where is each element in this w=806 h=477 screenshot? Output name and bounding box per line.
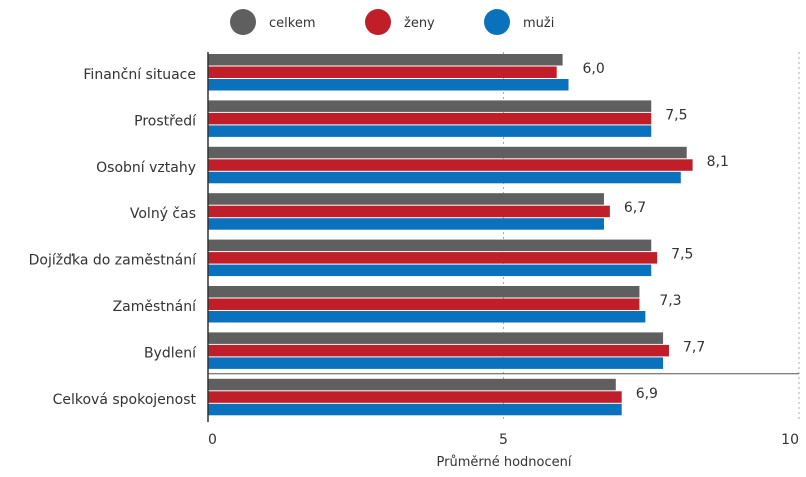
category-label-2: Osobní vztahy xyxy=(96,160,196,176)
bar-4-1 xyxy=(208,252,658,264)
bar-5-0 xyxy=(208,286,640,298)
x-tick-label-0: 0 xyxy=(208,432,217,448)
legend-marker-1 xyxy=(365,9,391,35)
bar-0-0 xyxy=(208,54,563,66)
category-label-5: Zaměstnání xyxy=(113,299,198,315)
bar-4-2 xyxy=(208,264,652,277)
bar-3-1 xyxy=(208,205,610,218)
bar-7-0 xyxy=(208,378,616,391)
legend-label-0: celkem xyxy=(269,16,315,31)
data-label-4: 7,5 xyxy=(671,247,693,263)
data-label-3: 6,7 xyxy=(624,200,646,216)
bar-5-1 xyxy=(208,298,640,310)
bar-2-1 xyxy=(208,159,693,171)
category-labels: Finanční situace Prostředí Osobní vztahy Vo… xyxy=(29,67,197,408)
bar-0-1 xyxy=(208,66,557,78)
x-axis: 0 5 10 xyxy=(207,52,799,448)
data-label-5: 7,3 xyxy=(659,293,681,309)
x-tick-label-1: 5 xyxy=(499,432,508,448)
bar-3-2 xyxy=(208,218,604,230)
bar-1-0 xyxy=(208,100,652,112)
category-label-1: Prostředí xyxy=(134,113,197,129)
data-label-2: 8,1 xyxy=(707,154,729,170)
legend-marker-2 xyxy=(484,9,510,35)
bar-1-1 xyxy=(208,112,652,125)
legend-label-2: muži xyxy=(523,16,554,31)
data-label-1: 7,5 xyxy=(665,107,687,123)
bar-7-2 xyxy=(208,403,622,416)
bar-1-2 xyxy=(208,125,652,137)
bar-4-0 xyxy=(208,239,652,252)
category-label-3: Volný čas xyxy=(130,206,196,222)
legend-marker-0 xyxy=(230,9,256,35)
x-axis-title: Průměrné hodnocení xyxy=(437,455,572,470)
category-label-6: Bydlení xyxy=(144,345,197,361)
bar-6-1 xyxy=(208,344,669,357)
x-tick-label-2: 10 xyxy=(781,432,799,448)
category-label-7: Celková spokojenost xyxy=(53,392,197,408)
data-label-7: 6,9 xyxy=(636,386,658,402)
bar-2-2 xyxy=(208,171,681,184)
data-labels: 6,0 7,5 8,1 6,7 7,5 7,3 7,7 6,9 xyxy=(583,61,729,402)
category-label-4: Dojížďka do zaměstnání xyxy=(29,253,197,269)
bar-0-2 xyxy=(208,79,569,91)
bar-2-0 xyxy=(208,146,687,159)
legend: celkem ženy muži xyxy=(230,9,554,35)
bar-5-2 xyxy=(208,311,646,323)
bar-3-0 xyxy=(208,193,604,205)
bar-6-0 xyxy=(208,332,664,344)
legend-label-1: ženy xyxy=(404,16,435,31)
category-label-0: Finanční situace xyxy=(83,67,196,83)
bars xyxy=(208,54,799,416)
bar-6-2 xyxy=(208,357,664,369)
data-label-6: 7,7 xyxy=(683,339,705,355)
bar-7-1 xyxy=(208,391,622,403)
data-label-0: 6,0 xyxy=(583,61,605,77)
